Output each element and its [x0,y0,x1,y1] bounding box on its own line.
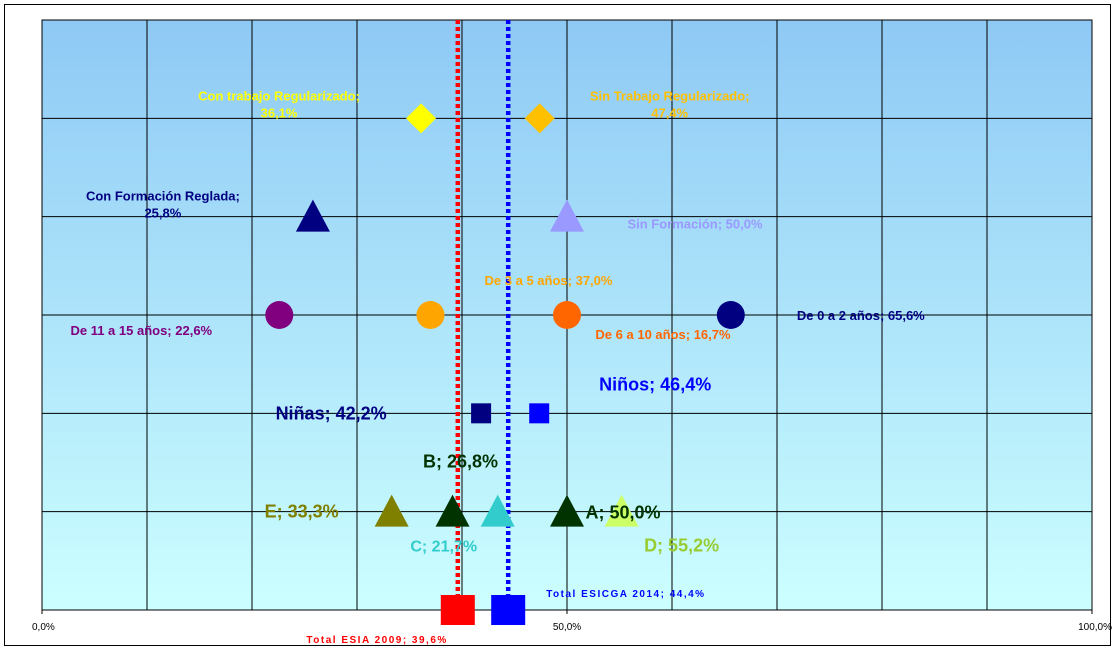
point-ninas [471,403,492,424]
label-ninas: Niñas; 42,2% [276,403,387,423]
reference-marker-esia [440,595,475,625]
point-de-3-5 [416,301,445,329]
point-c [480,494,515,527]
reference-label-esicga: Total ESICGA 2014; 44,4% [546,589,705,600]
label-line: E; 33,3% [265,502,339,522]
label-line: Sin Formación; 50,0% [627,217,763,232]
point-sin-trabajo [524,103,555,134]
label-line: A; 50,0% [585,503,660,523]
label-con-formacion: Con Formación Reglada; 25,8% [86,189,240,221]
label-de-11-15: De 11 a 15 años; 22,6% [70,323,212,338]
point-con-trabajo [406,103,437,134]
label-sin-trabajo: Sin Trabajo Regularizado; 47,4% [590,88,750,120]
point-a [550,494,584,527]
point-de-0-2 [716,301,745,329]
label-line: Niñas; 42,2% [276,403,387,423]
point-e [374,494,409,527]
label-line: De 6 a 10 años; 16,7% [595,327,731,342]
point-de-6-10 [553,301,581,329]
label-line: B; 26,8% [423,452,498,472]
label-line: 36,1% [261,105,298,120]
label-line: 25,8% [144,206,181,221]
label-line: Con trabajo Regularizado; [198,88,360,103]
data-points [265,103,745,527]
label-line: De 0 a 2 años; 65,6% [797,308,925,323]
x-tick-label: 100,0% [1078,622,1112,633]
label-a: A; 50,0% [585,503,660,523]
point-con-formacion [295,199,330,232]
x-tick-label: 50,0% [553,622,581,633]
label-d: D; 55,2% [644,536,719,556]
label-b: B; 26,8% [423,452,498,472]
point-ninos [529,403,550,424]
label-line: Con Formación Reglada; [86,189,240,204]
label-line: Niños; 46,4% [599,374,711,394]
label-ninos: Niños; 46,4% [599,374,711,394]
label-sin-formacion: Sin Formación; 50,0% [627,217,763,232]
point-sin-formacion [550,199,584,232]
label-de-0-2: De 0 a 2 años; 65,6% [797,308,925,323]
reference-label-esia: Total ESIA 2009; 39,6% [306,635,447,646]
x-tick-label: 0,0% [32,622,55,633]
label-line: De 11 a 15 años; 22,6% [70,323,212,338]
reference-marker-esicga [491,595,526,625]
label-line: Sin Trabajo Regularizado; [590,88,750,103]
point-b [435,494,470,527]
label-c: C; 21,7% [410,539,477,556]
label-line: C; 21,7% [410,539,477,556]
point-d [604,494,639,527]
label-de-6-10: De 6 a 10 años; 16,7% [595,327,731,342]
label-line: 47,4% [651,105,688,120]
x-axis-ticks: 0,0% 50,0% 100,0% [32,610,1112,633]
label-de-3-5: De 3 a 5 años; 37,0% [485,273,613,288]
label-line: De 3 a 5 años; 37,0% [485,273,613,288]
point-de-11-15 [265,301,294,329]
label-e: E; 33,3% [265,502,339,522]
label-con-trabajo: Con trabajo Regularizado; 36,1% [198,88,360,120]
label-line: D; 55,2% [644,536,719,556]
data-labels: Con trabajo Regularizado; 36,1% Sin Trabaj… [70,88,925,555]
